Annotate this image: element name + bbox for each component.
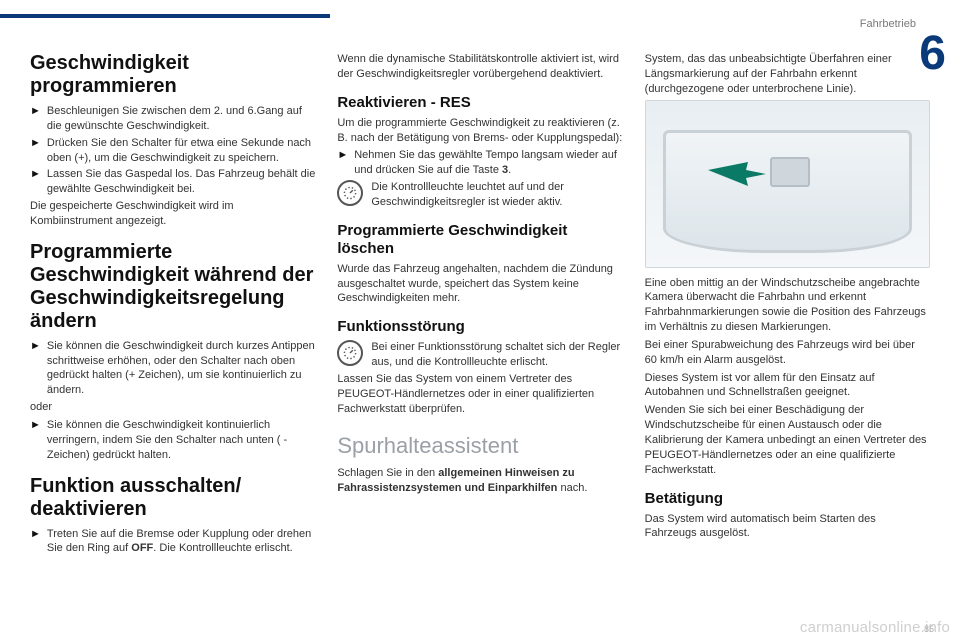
heading-deactivate: Funktion ausschalten/ deaktivieren [30, 475, 315, 521]
heading-malfunction: Funktionsstörung [337, 318, 622, 336]
column-2: Wenn die dynamische Stabilitätskontrolle… [337, 52, 622, 612]
chapter-number: 6 [919, 30, 946, 78]
bullet-item: ► Sie können die Geschwindigkeit kontinu… [30, 418, 315, 463]
icon-text-row: Die Kontrollleuchte leuchtet auf und der… [337, 180, 622, 210]
paragraph: Das System wird automatisch beim Starten… [645, 512, 930, 542]
heading-clear-speed: Programmierte Geschwindigkeit löschen [337, 222, 622, 258]
page-number: 85 [924, 624, 934, 634]
paragraph: Um die programmierte Geschwindigkeit zu … [337, 116, 622, 146]
triangle-bullet-icon: ► [30, 339, 41, 398]
bullet-item: ► Treten Sie auf die Bremse oder Kupplun… [30, 527, 315, 557]
bullet-item: ► Drücken Sie den Schalter für etwa eine… [30, 136, 315, 166]
windshield-camera-illustration [645, 100, 930, 268]
triangle-bullet-icon: ► [337, 148, 348, 178]
section-header: Fahrbetrieb [860, 18, 916, 30]
section-lane-assist: Spurhalteassistent [337, 431, 622, 461]
paragraph: Schlagen Sie in den allgemeinen Hinweise… [337, 466, 622, 496]
bullet-text: Sie können die Geschwindigkeit durch kur… [47, 339, 315, 398]
icon-text-row: Bei einer Funktionsstörung schaltet sich… [337, 340, 622, 370]
bullet-text: Sie können die Geschwindigkeit kontinuie… [47, 418, 315, 463]
bullet-text-a: Nehmen Sie das gewählte Tempo langsam wi… [354, 149, 617, 176]
triangle-bullet-icon: ► [30, 167, 41, 197]
column-3: System, das das unbeabsichtigte Überfahr… [645, 52, 930, 612]
paragraph: Wenden Sie sich bei einer Beschädigung d… [645, 403, 930, 477]
column-1: Geschwindigkeit programmieren ► Beschleu… [30, 52, 315, 612]
mirror-shape [770, 157, 810, 187]
paragraph: Lassen Sie das System von einem Vertrete… [337, 372, 622, 417]
bullet-text: Treten Sie auf die Bremse oder Kupplung … [47, 527, 315, 557]
top-accent-bar [0, 14, 330, 18]
windshield-shape [663, 130, 912, 253]
bullet-text: Nehmen Sie das gewählte Tempo langsam wi… [354, 148, 622, 178]
paragraph: Eine oben mittig an der Windschutzscheib… [645, 276, 930, 335]
bold-off: OFF [131, 542, 153, 554]
paragraph: Dieses System ist vor allem für den Eins… [645, 371, 930, 401]
paragraph: Die gespeicherte Geschwindigkeit wird im… [30, 199, 315, 229]
column-container: Geschwindigkeit programmieren ► Beschleu… [30, 52, 930, 612]
bullet-text-b: . [508, 164, 511, 176]
triangle-bullet-icon: ► [30, 418, 41, 463]
speedometer-icon [337, 180, 363, 206]
heading-change-speed: Programmierte Geschwindigkeit während de… [30, 241, 315, 333]
bullet-text: Beschleunigen Sie zwischen dem 2. und 6.… [47, 104, 315, 134]
bullet-item: ► Sie können die Geschwindigkeit durch k… [30, 339, 315, 398]
bullet-text: Drücken Sie den Schalter für etwa eine S… [47, 136, 315, 166]
heading-activation: Betätigung [645, 490, 930, 508]
bullet-item: ► Lassen Sie das Gaspedal los. Das Fahrz… [30, 167, 315, 197]
icon-caption: Die Kontrollleuchte leuchtet auf und der… [371, 180, 622, 210]
paragraph: System, das das unbeabsichtigte Überfahr… [645, 52, 930, 97]
para-a: Schlagen Sie in den [337, 467, 438, 479]
bullet-text: Lassen Sie das Gaspedal los. Das Fahrzeu… [47, 167, 315, 197]
triangle-bullet-icon: ► [30, 527, 41, 557]
paragraph: Bei einer Spurabweichung des Fahrzeugs w… [645, 338, 930, 368]
icon-caption: Bei einer Funktionsstörung schaltet sich… [371, 340, 622, 370]
bullet-text-b: . Die Kontrollleuchte erlischt. [153, 542, 292, 554]
paragraph: oder [30, 400, 315, 415]
heading-reactivate: Reaktivieren - RES [337, 94, 622, 112]
triangle-bullet-icon: ► [30, 104, 41, 134]
bullet-item: ► Nehmen Sie das gewählte Tempo langsam … [337, 148, 622, 178]
paragraph: Wenn die dynamische Stabilitätskontrolle… [337, 52, 622, 82]
speedometer-icon [337, 340, 363, 366]
paragraph: Wurde das Fahrzeug angehalten, nachdem d… [337, 262, 622, 307]
heading-speed-program: Geschwindigkeit programmieren [30, 52, 315, 98]
manual-page: Fahrbetrieb 6 Geschwindigkeit programmie… [0, 0, 960, 640]
pointer-arrow-icon [708, 160, 768, 190]
bullet-item: ► Beschleunigen Sie zwischen dem 2. und … [30, 104, 315, 134]
triangle-bullet-icon: ► [30, 136, 41, 166]
para-b: nach. [557, 482, 587, 494]
